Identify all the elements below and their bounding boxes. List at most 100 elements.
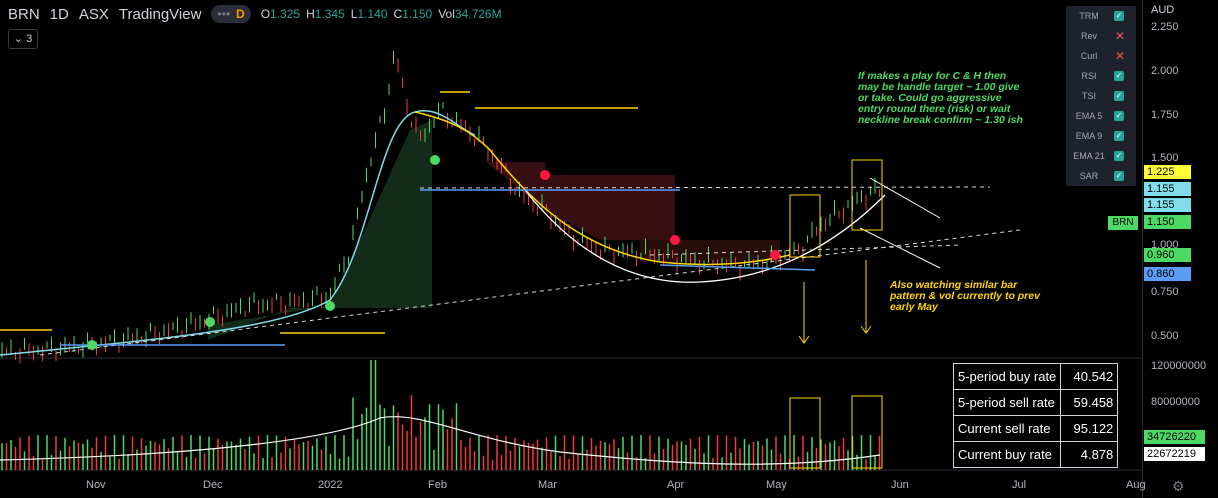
rate-row: 5-period buy rate 40.542 (952, 363, 1119, 390)
cross-icon[interactable]: ✕ (1115, 49, 1126, 63)
close-value: 1.150 (402, 7, 433, 21)
volume-tick-label: 80000000 (1151, 396, 1200, 408)
volume-value: 34.726M (454, 7, 502, 21)
time-axis-label: Aug (1126, 479, 1146, 491)
rate-label: 5-period sell rate (952, 389, 1062, 416)
ohlc-values: O1.325 H1.345 L1.140 C1.150 Vol34.726M (261, 7, 502, 21)
legend-item-label: RSI (1081, 71, 1097, 81)
check-icon[interactable]: ✓ (1114, 131, 1124, 141)
check-icon[interactable]: ✓ (1114, 11, 1124, 21)
rate-value: 40.542 (1060, 363, 1119, 390)
legend-item-label: TSI (1081, 91, 1096, 101)
buy-signal-dot (430, 155, 440, 165)
buy-signal-dot (205, 317, 215, 327)
volume-box (851, 395, 883, 469)
trendline (39, 229, 1021, 356)
legend-item[interactable]: TRM ✓ (1066, 6, 1136, 26)
legend-item[interactable]: TSI ✓ (1066, 86, 1136, 106)
cup-arc (524, 189, 886, 283)
source-label: TradingView (118, 5, 202, 23)
check-icon[interactable]: ✓ (1114, 71, 1124, 81)
channel-lower (859, 227, 941, 269)
yellow-annotation[interactable]: Also watching similar bar pattern & vol … (890, 279, 1040, 313)
open-value: 1.325 (270, 7, 301, 21)
chart-header: BRN 1D ASX TradingView ••• D O1.325 H1.3… (8, 5, 502, 23)
low-label: L (350, 7, 358, 21)
check-icon[interactable]: ✓ (1114, 151, 1124, 161)
time-axis-label: May (766, 479, 787, 491)
check-icon[interactable]: ✓ (1114, 171, 1124, 181)
price-tag: 1.155 (1144, 182, 1191, 196)
high-value: 1.345 (314, 7, 345, 21)
symbol-label[interactable]: BRN (8, 5, 40, 23)
green-annotation[interactable]: If makes a play for C & H then may be ha… (858, 70, 1023, 126)
arrow-down-icon (798, 335, 810, 344)
price-tick-label: 2.000 (1151, 65, 1179, 77)
volume-tag: 34726220 (1144, 430, 1205, 444)
rate-label: 5-period buy rate (952, 363, 1062, 390)
yellow-curve (414, 111, 791, 266)
legend-item-label: EMA 9 (1075, 131, 1103, 141)
rate-row: Current sell rate 95.122 (952, 415, 1119, 442)
rate-row: Current buy rate 4.878 (952, 441, 1119, 468)
price-tag: 1.225 (1144, 165, 1191, 179)
rate-row: 5-period sell rate 59.458 (952, 389, 1119, 416)
legend-item[interactable]: EMA 9 ✓ (1066, 126, 1136, 146)
settings-gear-icon[interactable]: ⚙ (1172, 478, 1185, 494)
pattern-box (851, 159, 883, 231)
pattern-box (789, 194, 821, 258)
price-tick-label: 2.250 (1151, 21, 1179, 33)
neckline (419, 186, 991, 189)
volume-label: Vol (438, 7, 455, 21)
legend-item[interactable]: EMA 21 ✓ (1066, 146, 1136, 166)
price-tag: 0.860 (1144, 267, 1191, 281)
buy-signal-dot (87, 340, 97, 350)
exchange-label: ASX (78, 5, 109, 23)
symbol-price-tag: BRN (1108, 216, 1138, 230)
ema-line (0, 110, 476, 356)
check-icon[interactable]: ✓ (1114, 111, 1124, 121)
time-axis-label: Apr (667, 479, 685, 491)
cross-icon[interactable]: ✕ (1115, 29, 1126, 43)
open-label: O (260, 7, 271, 21)
time-axis-label: Jun (891, 479, 909, 491)
indicators-collapse-button[interactable]: ⌄ 3 (8, 29, 38, 49)
interval-label[interactable]: 1D (49, 5, 69, 23)
buy-sell-rate-table: 5-period buy rate 40.542 5-period sell rat… (952, 363, 1119, 468)
market-status-pill[interactable]: ••• D (211, 5, 251, 23)
market-status-badge: D (236, 7, 245, 21)
sell-signal-dot (540, 170, 550, 180)
legend-item-label: Curl (1080, 51, 1098, 61)
legend-item[interactable]: SAR ✓ (1066, 166, 1136, 186)
legend-item[interactable]: EMA 5 ✓ (1066, 106, 1136, 126)
price-tag: 1.155 (1144, 198, 1191, 212)
price-tick-label: 1.750 (1151, 109, 1179, 121)
price-tag: 0.960 (1144, 248, 1191, 262)
rate-label: Current sell rate (952, 415, 1062, 442)
chevron-down-icon: ⌄ (13, 33, 24, 45)
legend-item[interactable]: RSI ✓ (1066, 66, 1136, 86)
legend-item[interactable]: Curl ✕ (1066, 46, 1136, 66)
currency-label: AUD (1151, 4, 1175, 16)
rate-value: 95.122 (1060, 415, 1119, 442)
bear-zone-small (640, 240, 780, 262)
time-axis-label: 2022 (318, 479, 343, 491)
check-icon[interactable]: ✓ (1114, 91, 1124, 101)
volume-tick-label: 120000000 (1151, 360, 1207, 372)
sell-signal-dot (670, 235, 680, 245)
volume-tag: 22672219 (1144, 447, 1205, 461)
close-label: C (393, 7, 403, 21)
legend-item[interactable]: Rev ✕ (1066, 26, 1136, 46)
volume-box (789, 397, 821, 469)
legend-item-label: SAR (1079, 171, 1099, 181)
volume-ma-line (0, 416, 881, 465)
arrow-down-icon (860, 325, 872, 334)
trendline-short (649, 244, 961, 256)
sell-signal-dot (770, 250, 780, 260)
channel-upper (869, 177, 941, 219)
price-tag: 1.150 (1144, 215, 1191, 229)
time-axis-label: Nov (86, 479, 106, 491)
price-tick-label: 1.500 (1151, 152, 1179, 164)
time-axis-label: Jul (1012, 479, 1027, 491)
